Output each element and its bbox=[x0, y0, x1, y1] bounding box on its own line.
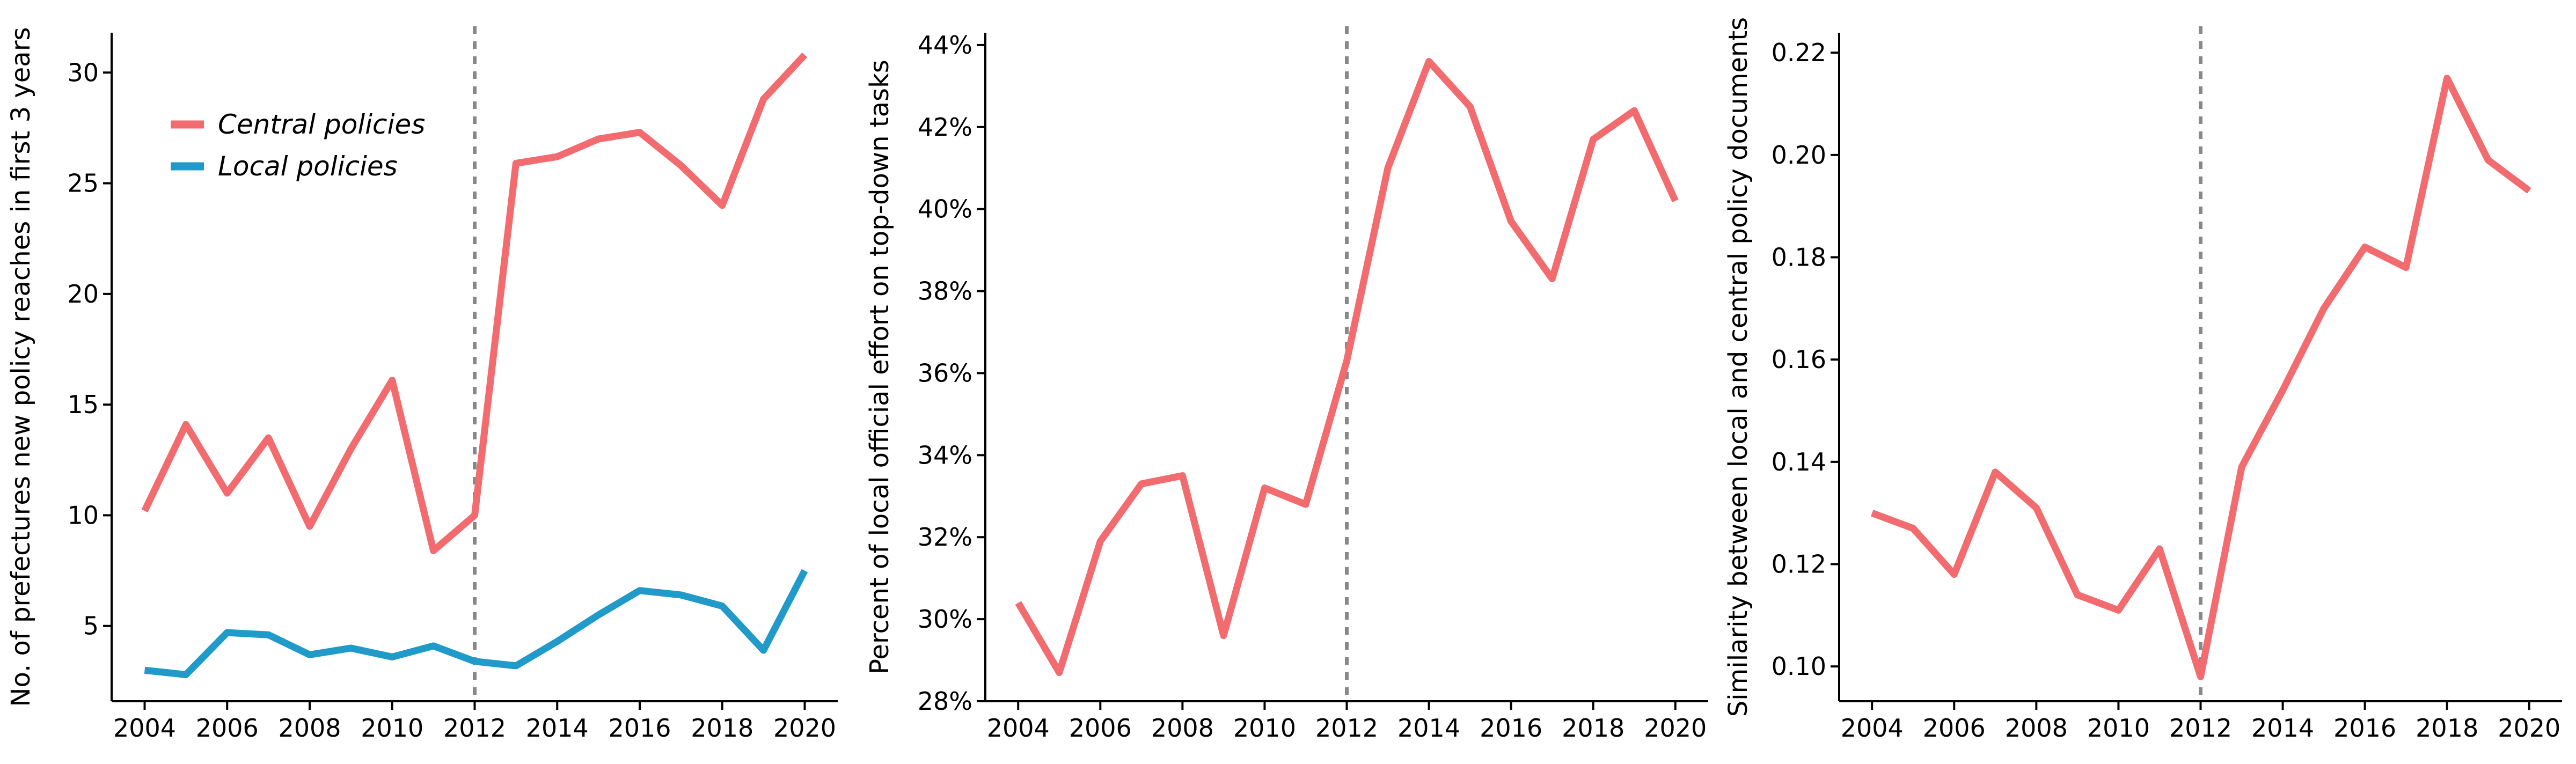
y-tick-label: 36% bbox=[918, 358, 972, 387]
y-tick-label: 44% bbox=[918, 31, 972, 60]
y-axis-label: Percent of local official effort on top-… bbox=[865, 60, 895, 674]
y-tick-label: 5 bbox=[83, 612, 99, 641]
x-tick-label: 2004 bbox=[1841, 714, 1904, 743]
x-tick-label: 2014 bbox=[526, 714, 589, 743]
x-tick-label: 2016 bbox=[1480, 714, 1542, 743]
y-tick-label: 0.12 bbox=[1772, 550, 1826, 579]
data-line bbox=[144, 569, 808, 678]
x-tick-label: 2012 bbox=[443, 714, 506, 743]
x-tick-label: 2010 bbox=[2087, 714, 2150, 743]
y-tick-label: 25 bbox=[67, 169, 99, 198]
y-tick-label: 42% bbox=[918, 113, 972, 142]
x-tick-label: 2008 bbox=[278, 714, 341, 743]
y-axis-label: No. of prefectures new policy reaches in… bbox=[6, 27, 36, 707]
y-tick-label: 0.16 bbox=[1772, 345, 1826, 374]
data-line bbox=[1015, 58, 1679, 676]
y-tick-label: 0.10 bbox=[1772, 652, 1826, 681]
x-tick-label: 2018 bbox=[691, 714, 753, 743]
y-tick-label: 40% bbox=[918, 195, 972, 224]
y-tick-label: 10 bbox=[67, 501, 99, 530]
x-tick-label: 2004 bbox=[987, 714, 1050, 743]
y-tick-label: 38% bbox=[918, 277, 972, 306]
y-tick-label: 32% bbox=[918, 523, 972, 552]
y-axis-label: Similarity between local and central pol… bbox=[1723, 17, 1753, 717]
y-tick-label: 0.22 bbox=[1772, 38, 1826, 67]
x-tick-label: 2004 bbox=[113, 714, 176, 743]
x-tick-label: 2016 bbox=[2333, 714, 2396, 743]
x-tick-label: 2018 bbox=[1562, 714, 1624, 743]
x-tick-label: 2014 bbox=[1397, 714, 1460, 743]
y-tick-label: 15 bbox=[67, 390, 99, 419]
x-tick-label: 2020 bbox=[1644, 714, 1707, 743]
y-tick-label: 20 bbox=[67, 280, 99, 308]
legend-label: Local policies bbox=[218, 151, 398, 182]
x-tick-label: 2010 bbox=[361, 714, 423, 743]
y-tick-label: 0.14 bbox=[1772, 447, 1826, 476]
x-tick-label: 2006 bbox=[1923, 714, 1986, 743]
y-tick-label: 30 bbox=[67, 58, 99, 87]
x-tick-label: 2010 bbox=[1233, 714, 1296, 743]
y-tick-label: 28% bbox=[918, 687, 972, 716]
x-tick-label: 2006 bbox=[196, 714, 259, 743]
x-tick-label: 2016 bbox=[608, 714, 671, 743]
y-tick-label: 30% bbox=[918, 605, 972, 634]
legend-label: Central policies bbox=[218, 109, 425, 140]
x-tick-label: 2018 bbox=[2416, 714, 2478, 743]
y-tick-label: 0.20 bbox=[1772, 141, 1826, 170]
data-line bbox=[141, 52, 808, 554]
data-line bbox=[1870, 75, 2531, 680]
x-tick-label: 2008 bbox=[1151, 714, 1214, 743]
x-tick-label: 2008 bbox=[2005, 714, 2068, 743]
y-tick-label: 34% bbox=[918, 440, 972, 469]
x-tick-label: 2006 bbox=[1069, 714, 1132, 743]
x-tick-label: 2012 bbox=[1315, 714, 1378, 743]
x-tick-label: 2012 bbox=[2169, 714, 2232, 743]
y-tick-label: 0.18 bbox=[1772, 243, 1826, 272]
x-tick-label: 2020 bbox=[2498, 714, 2560, 743]
x-tick-label: 2020 bbox=[773, 714, 836, 743]
x-tick-label: 2014 bbox=[2251, 714, 2314, 743]
